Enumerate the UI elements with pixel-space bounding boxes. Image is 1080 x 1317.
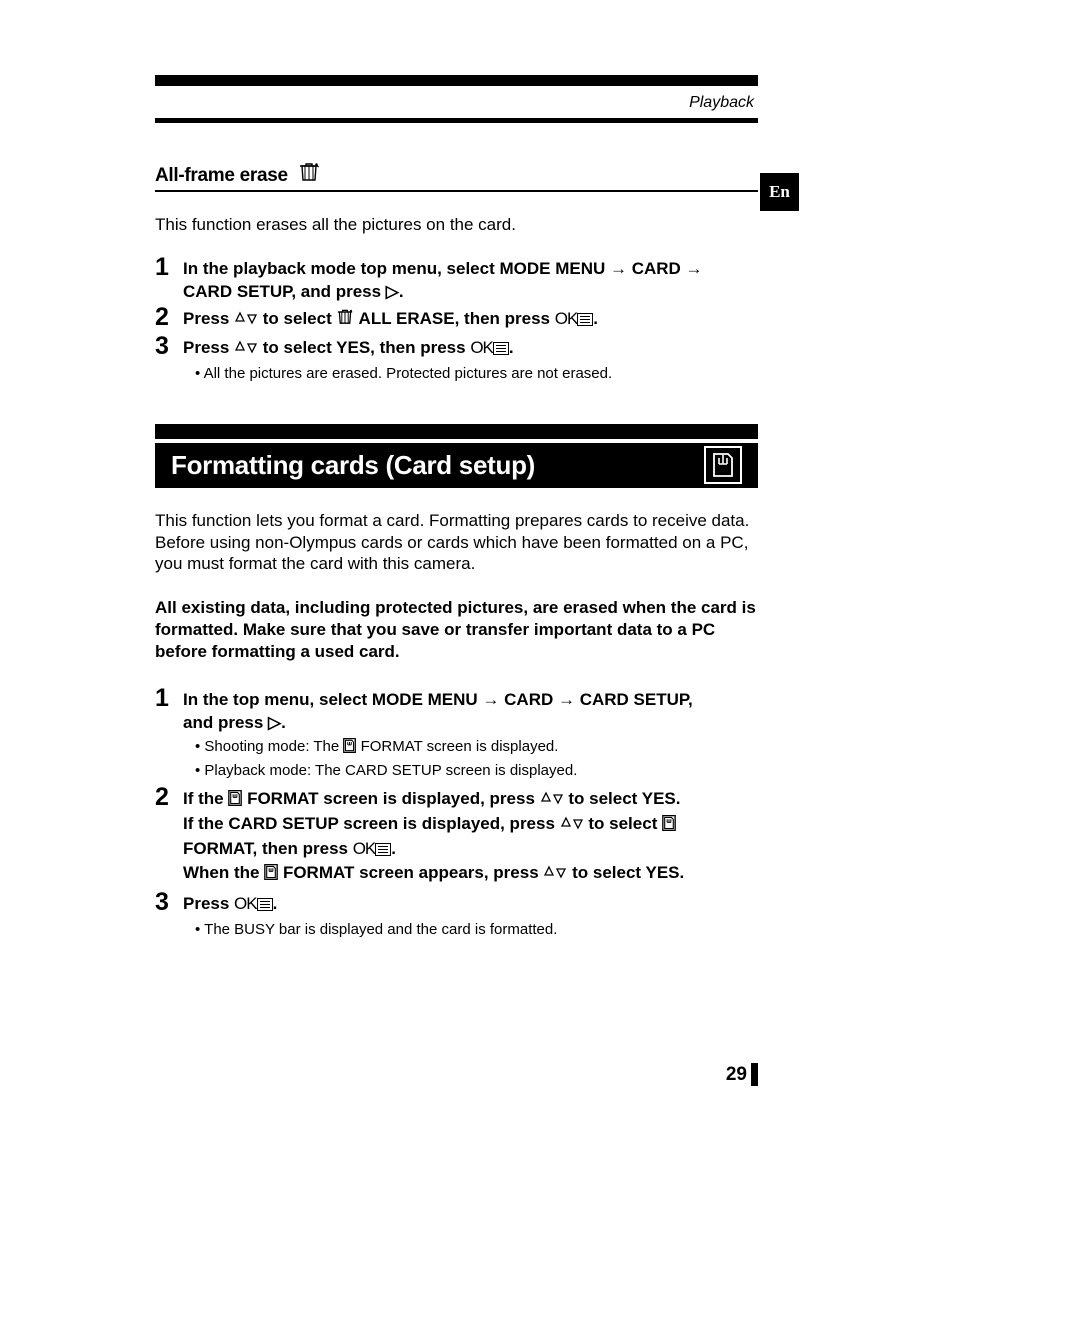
up-down-triangles-icon <box>540 789 564 812</box>
ok-text: OK <box>470 338 493 357</box>
up-down-triangles-icon <box>234 309 258 332</box>
format-card-icon <box>264 864 278 887</box>
step-body: If the FORMAT screen is displayed, press… <box>183 788 758 888</box>
step-number: 3 <box>155 890 173 915</box>
section-title-text: All-frame erase <box>155 165 288 187</box>
step: 2 Press to select ALL ERASE, then press … <box>155 308 758 333</box>
step-text: Press <box>183 894 234 913</box>
thin-bar <box>155 118 758 123</box>
step-text: to select <box>584 814 662 833</box>
language-tab-text: En <box>769 182 790 202</box>
format-card-icon <box>343 738 356 759</box>
page-number: 29 <box>726 1063 758 1086</box>
step-text: FORMAT screen appears, press <box>278 863 543 882</box>
chapter-title-bar: Formatting cards (Card setup) <box>155 443 758 488</box>
ok-menu-icon <box>493 339 509 362</box>
step-text: to select <box>258 309 336 328</box>
step-text: If the <box>183 789 228 808</box>
ok-menu-icon <box>577 310 593 333</box>
ok-text: OK <box>555 309 578 328</box>
step: 3 Press OK. The BUSY bar is displayed an… <box>155 893 758 940</box>
format-card-icon <box>228 790 242 813</box>
top-bar <box>155 75 758 86</box>
step-text: . <box>509 338 514 357</box>
step: 3 Press to select YES, then press OK. Al… <box>155 337 758 384</box>
section1-intro: This function erases all the pictures on… <box>155 214 758 236</box>
step-text: ALL ERASE, then press <box>354 309 554 328</box>
step-text: . <box>273 894 278 913</box>
step-text: . <box>593 309 598 328</box>
step-text: In the playback mode top menu, select MO… <box>183 259 703 278</box>
step-text: CARD SETUP, and press ▷. <box>183 282 404 301</box>
section-title-all-frame-erase: All-frame erase <box>155 161 758 192</box>
section2-steps: 1 In the top menu, select MODE MENU → CA… <box>155 689 758 940</box>
step-text: When the <box>183 863 264 882</box>
manual-page: Playback All-frame erase This function e… <box>155 75 758 945</box>
step-text: In the top menu, select MODE MENU → CARD… <box>183 690 693 709</box>
section1-steps: 1 In the playback mode top menu, select … <box>155 258 758 384</box>
step-text: . <box>391 839 396 858</box>
step-text: Press <box>183 338 234 357</box>
trash-icon <box>298 161 320 187</box>
trash-icon <box>336 308 354 331</box>
step-number: 2 <box>155 305 173 330</box>
ok-text: OK <box>234 894 257 913</box>
format-card-icon <box>662 815 676 838</box>
step-text: If the CARD SETUP screen is displayed, p… <box>183 814 560 833</box>
step-note: Shooting mode: The FORMAT screen is disp… <box>195 737 758 759</box>
up-down-triangles-icon <box>560 814 584 837</box>
step-text: FORMAT screen is displayed, press <box>242 789 539 808</box>
breadcrumb: Playback <box>689 94 754 112</box>
chapter-block: Formatting cards (Card setup) <box>155 424 758 488</box>
step-note: The BUSY bar is displayed and the card i… <box>195 920 758 940</box>
step-body: In the top menu, select MODE MENU → CARD… <box>183 689 758 781</box>
ok-menu-icon <box>257 895 273 918</box>
step: 1 In the top menu, select MODE MENU → CA… <box>155 689 758 781</box>
page-number-accent <box>751 1063 758 1086</box>
step-text: to select YES, then press <box>258 338 470 357</box>
step-number: 1 <box>155 255 173 280</box>
step-body: Press to select YES, then press OK. All … <box>183 337 758 384</box>
step-text: FORMAT, then press <box>183 839 353 858</box>
header-row: Playback <box>155 94 758 112</box>
language-tab: En <box>760 173 799 211</box>
step: 1 In the playback mode top menu, select … <box>155 258 758 304</box>
up-down-triangles-icon <box>234 338 258 361</box>
up-down-triangles-icon <box>543 863 567 886</box>
step-number: 1 <box>155 686 173 711</box>
chapter-title: Formatting cards (Card setup) <box>171 450 535 481</box>
step-text: and press ▷. <box>183 712 286 735</box>
step-body: In the playback mode top menu, select MO… <box>183 258 758 304</box>
ok-text: OK <box>353 839 376 858</box>
step: 2 If the FORMAT screen is displayed, pre… <box>155 788 758 888</box>
step-body: Press OK. The BUSY bar is displayed and … <box>183 893 758 940</box>
section2-intro: This function lets you format a card. Fo… <box>155 510 758 575</box>
chapter-topbar <box>155 424 758 439</box>
ok-menu-icon <box>375 840 391 863</box>
step-text: to select YES. <box>567 863 684 882</box>
section2-warning: All existing data, including protected p… <box>155 597 758 663</box>
step-body: Press to select ALL ERASE, then press OK… <box>183 308 758 333</box>
step-number: 3 <box>155 334 173 359</box>
step-note: All the pictures are erased. Protected p… <box>195 364 758 384</box>
step-text: Press <box>183 309 234 328</box>
step-number: 2 <box>155 785 173 810</box>
step-note: Playback mode: The CARD SETUP screen is … <box>195 761 758 781</box>
format-card-icon <box>704 446 742 484</box>
page-number-text: 29 <box>726 1064 747 1086</box>
step-text: to select YES. <box>564 789 681 808</box>
